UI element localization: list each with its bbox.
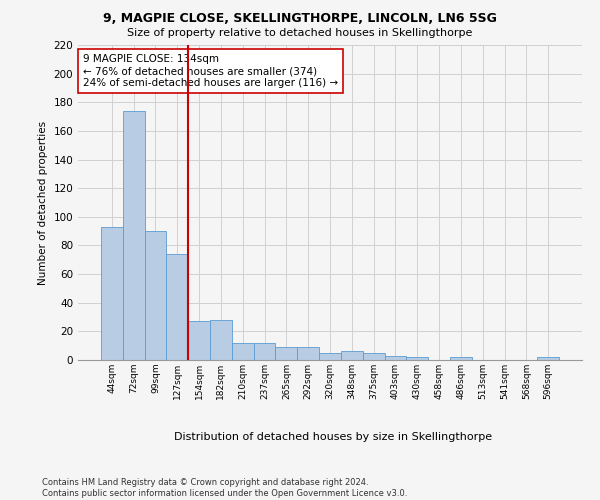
Bar — [450, 357, 472, 360]
Bar — [210, 320, 232, 360]
Bar — [166, 254, 188, 360]
Text: Contains HM Land Registry data © Crown copyright and database right 2024.
Contai: Contains HM Land Registry data © Crown c… — [42, 478, 407, 498]
Bar — [188, 322, 210, 360]
Bar — [537, 357, 559, 360]
Bar — [385, 356, 406, 360]
Bar — [145, 231, 166, 360]
Bar — [297, 347, 319, 360]
Text: Distribution of detached houses by size in Skellingthorpe: Distribution of detached houses by size … — [174, 432, 492, 442]
Bar — [319, 353, 341, 360]
Bar — [275, 347, 297, 360]
Text: 9, MAGPIE CLOSE, SKELLINGTHORPE, LINCOLN, LN6 5SG: 9, MAGPIE CLOSE, SKELLINGTHORPE, LINCOLN… — [103, 12, 497, 26]
Bar — [123, 111, 145, 360]
Bar — [363, 353, 385, 360]
Bar — [101, 227, 123, 360]
Bar — [341, 352, 363, 360]
Text: Size of property relative to detached houses in Skellingthorpe: Size of property relative to detached ho… — [127, 28, 473, 38]
Bar — [254, 343, 275, 360]
Text: 9 MAGPIE CLOSE: 134sqm
← 76% of detached houses are smaller (374)
24% of semi-de: 9 MAGPIE CLOSE: 134sqm ← 76% of detached… — [83, 54, 338, 88]
Bar — [232, 343, 254, 360]
Bar — [406, 357, 428, 360]
Y-axis label: Number of detached properties: Number of detached properties — [38, 120, 48, 284]
